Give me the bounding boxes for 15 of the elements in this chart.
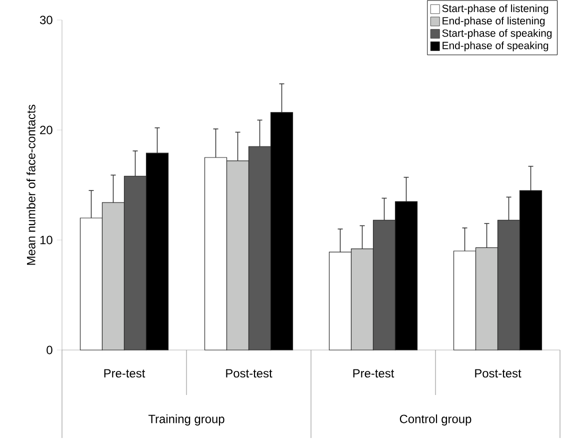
y-tick-label: 0: [46, 346, 52, 354]
y-tick-label: 30: [40, 16, 52, 24]
x-tick-label: Pre-test: [353, 369, 394, 378]
y-tick-label: 20: [40, 126, 52, 134]
x-tick-label: Pre-test: [104, 369, 146, 378]
text: Training group: [148, 414, 224, 426]
legend-label: Start-phase of listening: [442, 4, 548, 14]
y-axis-title: Mean number of face-contacts: [26, 104, 36, 265]
y-tick-label: 10: [40, 236, 52, 244]
legend-label: End-phase of speaking: [442, 42, 548, 52]
legend-label: End-phase of listening: [442, 16, 545, 27]
x-tick-label: Post-test: [475, 369, 522, 378]
text: Control group: [400, 414, 472, 426]
legend-label: Start-phase of speaking: [442, 29, 552, 39]
x-tick-label: Post-test: [226, 369, 272, 378]
